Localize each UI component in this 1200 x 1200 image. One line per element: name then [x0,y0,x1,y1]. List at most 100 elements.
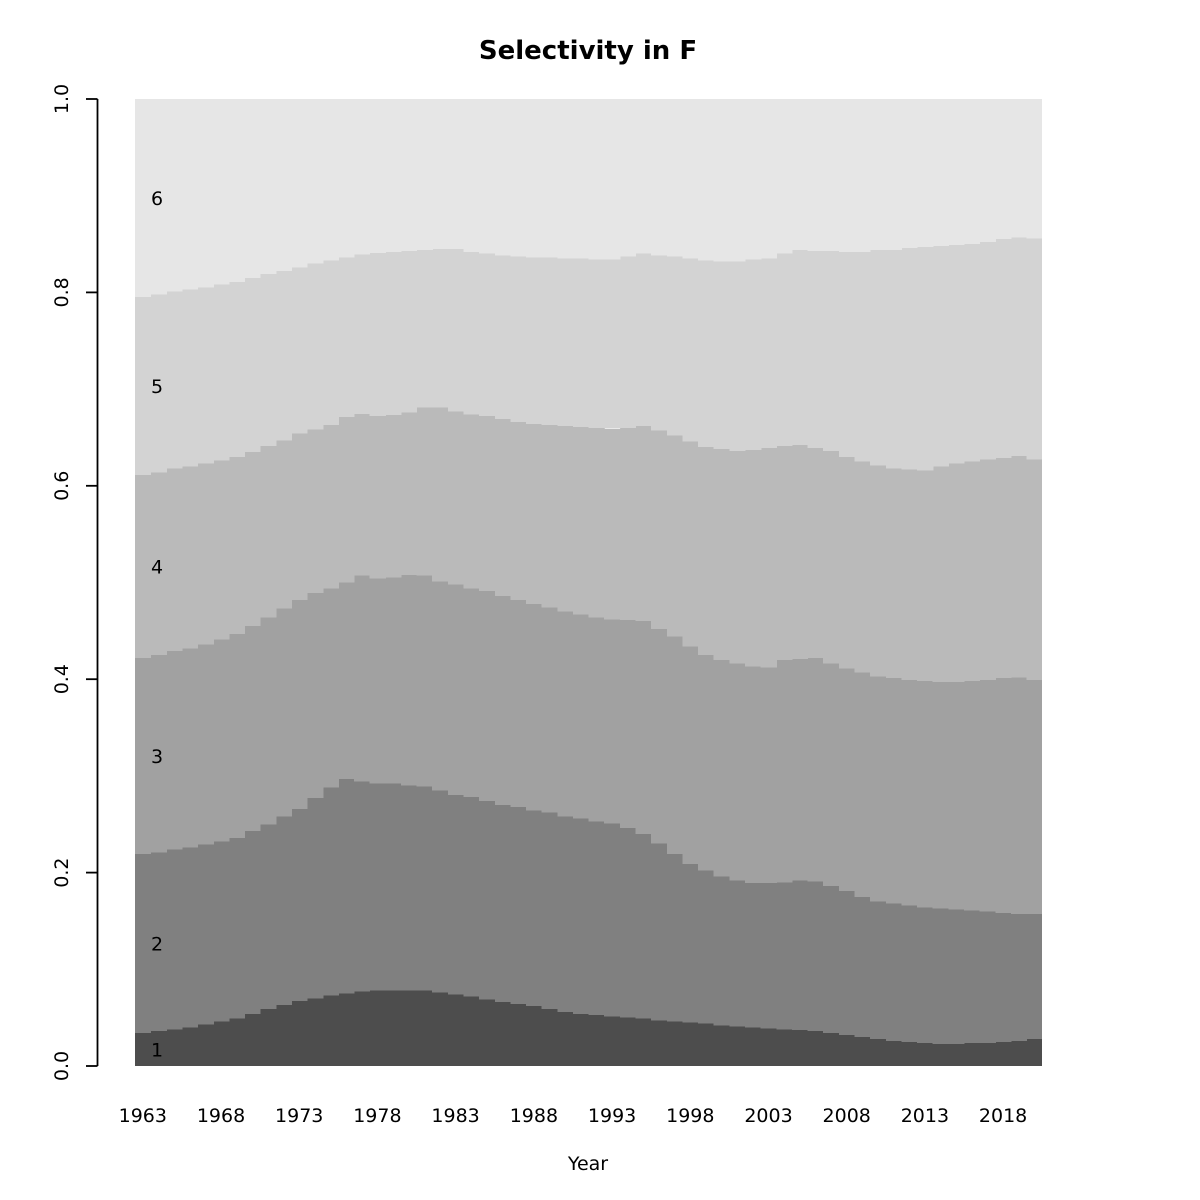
band-6-segment [322,99,339,261]
band-6-segment [963,99,981,245]
band-3-segment [181,648,199,848]
band-6-segment [385,99,402,252]
band-1-segment [181,1027,199,1066]
band-5-segment [181,289,199,467]
band-6-segment [447,99,465,249]
band-4-segment [995,457,1012,679]
band-4-segment [823,450,840,664]
band-6-segment [307,99,324,264]
band-4-segment [917,470,934,682]
band-4-segment [901,469,918,681]
band-3-segment [729,663,746,881]
band-3-segment [1010,677,1028,915]
band-4-segment [526,423,543,604]
band-2-segment [479,801,496,1000]
band-1-segment [557,1011,574,1066]
band-3-segment [572,614,590,819]
band-1-segment [995,1041,1012,1066]
band-1-segment [870,1038,887,1066]
band-4-segment [760,448,777,668]
band-3-segment [400,574,418,786]
band-5-segment [213,284,230,461]
band-4-segment [338,417,355,583]
band-3-segment [353,575,371,782]
band-3-segment [541,607,558,813]
band-6-segment [651,99,668,256]
band-3-segment [322,588,339,788]
band-6-segment [745,99,762,260]
y-tick-label-0.2: 0.2 [51,857,73,887]
band-1-segment [275,1005,293,1066]
band-2-segment [948,909,965,1044]
band-6-segment [698,99,715,261]
band-3-segment [854,672,871,897]
band-5-segment [963,244,981,462]
band-1-segment [588,1014,605,1066]
band-5-segment [901,247,918,470]
band-4-segment [416,407,433,576]
band-3-segment [197,644,214,845]
band-1-segment [197,1024,214,1066]
band-2-segment [713,876,730,1026]
band-4-segment [307,429,324,594]
band-3-segment [713,659,730,877]
band-2-segment [823,886,840,1034]
band-3-segment [666,636,684,855]
band-5-segment [479,253,496,417]
band-5-segment [557,258,574,426]
band-3-segment [979,680,996,912]
band-2-segment [963,910,981,1043]
band-6-segment [275,99,293,272]
band-6-segment [479,99,496,254]
band-1-segment [729,1026,746,1066]
band-3-segment [526,603,543,811]
band-6-segment [635,99,652,254]
band-1-segment [604,1016,621,1066]
band-4-segment [619,427,637,621]
band-6-segment [760,99,777,259]
band-2-segment [526,810,543,1007]
band-1-segment [135,1033,152,1066]
band-6-segment [228,99,246,282]
band-4-segment [932,466,949,683]
x-tick-label-1968: 1968 [197,1105,245,1127]
band-4-segment [713,449,730,660]
band-4-segment [745,450,762,667]
band-2-segment [228,837,246,1019]
band-5-segment [416,249,433,408]
band-6-segment [260,99,277,275]
band-2-segment [729,880,746,1027]
band-2-segment [1026,914,1043,1039]
band-5-segment [682,258,699,442]
band-2-segment [447,795,465,995]
band-2-segment [338,778,355,994]
y-tick-label-0.8: 0.8 [51,277,73,307]
band-4-segment [369,416,386,579]
band-6-segment [213,99,230,285]
band-2-segment [557,816,574,1012]
band-5-segment [494,255,511,420]
band-3-segment [275,608,293,817]
band-4-segment [400,412,418,575]
band-1-segment [510,1004,527,1066]
band-6-segment [713,99,730,262]
band-5-segment [244,277,261,452]
band-2-segment [135,854,152,1034]
band-4-segment [604,428,621,620]
band-5-segment [307,263,324,430]
band-2-segment [682,863,699,1023]
band-6-segment [416,99,433,250]
band-4-segment [135,475,152,658]
band-3-segment [745,666,762,884]
band-5-segment [651,255,668,431]
band-2-segment [619,828,637,1018]
x-tick-label-2018: 2018 [979,1105,1027,1127]
band-4-segment [322,424,339,589]
band-2-segment [901,905,918,1042]
band-6-segment [729,99,746,262]
band-1-segment [1010,1040,1028,1066]
band-2-segment [995,913,1012,1042]
band-1-segment [260,1008,277,1066]
band-2-segment [213,841,230,1022]
